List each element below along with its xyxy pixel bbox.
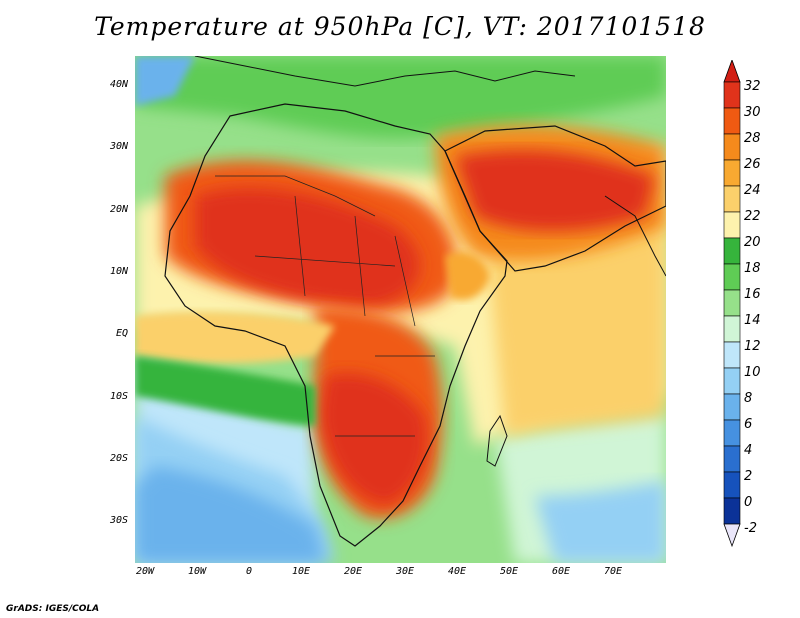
south-indian-colder-zone [535,481,666,563]
colorbar-swatch [723,133,741,161]
arabia-coastline [444,125,666,272]
lon-label: 0 [245,566,253,577]
colorbar-swatch [723,237,741,265]
country-borders [215,175,435,437]
lon-label: 50E [499,566,519,577]
lon-label: 10E [291,566,311,577]
colorbar-swatch [723,367,741,395]
colorbar-label: 30 [744,105,761,120]
colorbar-swatch [723,341,741,369]
sahel-hottest-zone [195,187,420,306]
arabian-sea-warm-zone [485,206,666,436]
colorbar-swatch [723,419,741,447]
colorbar-label: 32 [744,79,761,94]
temperature-field [135,56,666,563]
lon-label: 20E [343,566,363,577]
colorbar-swatches [723,60,741,548]
lon-label: 10W [187,566,207,577]
arabia-hottest-zone [455,150,655,231]
colorbar-swatch [723,159,741,187]
colorbar-label: -2 [744,521,757,536]
colorbar-swatch [723,81,741,109]
temperature-map [135,56,666,563]
colorbar-bottom-arrow [723,523,741,548]
colorbar-label: 0 [744,495,753,510]
colorbar-label: 4 [744,443,753,458]
southern-africa-hottest-zone [320,373,428,506]
lat-label: 10N [109,266,128,277]
colorbar-label: 28 [744,131,761,146]
north-atlantic-cold-zone [135,56,195,106]
grads-credit: GrADS: IGES/COLA [6,604,100,614]
lon-label: 60E [551,566,571,577]
colorbar-label: 20 [744,235,761,250]
lat-label: 30N [109,141,128,152]
south-atlantic-tropical-zone [135,356,315,426]
colorbar-swatch [723,315,741,343]
colorbar-label: 14 [744,313,761,328]
map-title: Temperature at 950hPa [C], VT: 201710151… [94,12,706,41]
madagascar-coastline [486,414,508,467]
colorbar-top-arrow [723,60,741,83]
colorbar-swatch [723,107,741,135]
europe-coastline [194,56,576,87]
lat-label: 20S [109,453,128,464]
colorbar-swatch [723,289,741,317]
lon-label: 30E [395,566,415,577]
lon-label: 70E [603,566,623,577]
colorbar-label: 22 [744,209,761,224]
india-coastline [604,195,666,277]
colorbar-swatch [723,445,741,473]
lat-label: 20N [109,204,128,215]
colorbar-swatch [723,263,741,291]
south-atlantic-coldest-zone [135,466,325,563]
colorbar-label: 12 [744,339,761,354]
colorbar-label: 6 [744,417,753,432]
lon-label: 40E [447,566,467,577]
colorbar-swatch [723,393,741,421]
colorbar-swatch [723,185,741,213]
lat-label: 30S [109,515,128,526]
gulf-of-guinea-zone [135,311,335,364]
colorbar-label: 2 [744,469,753,484]
colorbar-label: 16 [744,287,761,302]
lat-label: 40N [109,79,128,90]
colorbar-swatch [723,211,741,239]
colorbar-label: 26 [744,157,761,172]
colorbar-label: 10 [744,365,761,380]
lat-label: 10S [109,391,128,402]
lat-label: EQ [115,328,128,339]
colorbar-swatch [723,471,741,499]
colorbar [723,60,741,548]
ethiopia-highlands-zone [445,252,490,300]
lon-label: 20W [135,566,155,577]
mediterranean-cool-zone [135,56,666,139]
colorbar-swatch [723,497,741,525]
colorbar-label: 18 [744,261,761,276]
colorbar-label: 24 [744,183,761,198]
colorbar-label: 8 [744,391,753,406]
